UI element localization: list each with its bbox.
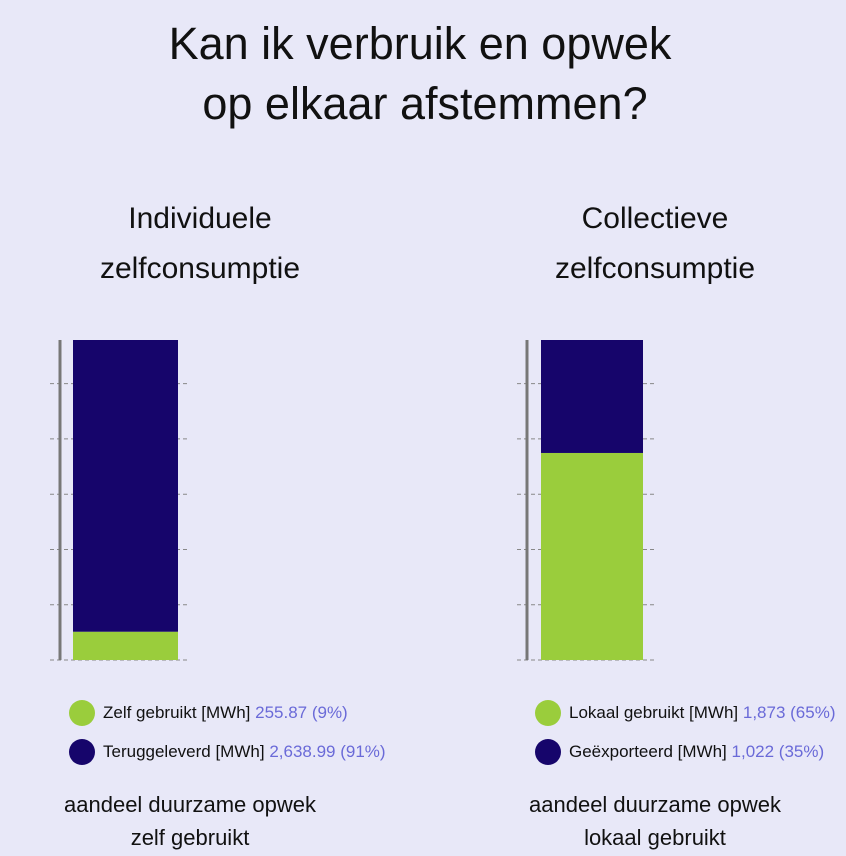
legend-name: Lokaal gebruikt [MWh] [569, 703, 738, 722]
legend-name: Geëxporteerd [MWh] [569, 742, 727, 761]
bar-segment [541, 340, 643, 453]
legend-swatch [535, 700, 561, 726]
legend-value: 1,873 (65%) [743, 703, 836, 722]
x-axis-label: aandeel duurzame opwek [64, 792, 317, 817]
legend-entry: Teruggeleverd [MWh] 2,638.99 (91%) [103, 742, 386, 761]
legend-value: 2,638.99 (91%) [269, 742, 385, 761]
legend-value: 255.87 (9%) [255, 703, 348, 722]
bar-segment [73, 340, 178, 632]
legend-entry: Geëxporteerd [MWh] 1,022 (35%) [569, 742, 824, 761]
chart-title: Collectieve [582, 202, 729, 235]
legend-swatch [535, 739, 561, 765]
legend-swatch [69, 739, 95, 765]
legend-name: Teruggeleverd [MWh] [103, 742, 265, 761]
chart-title: Individuele [128, 202, 271, 235]
bar-segment [73, 631, 178, 660]
legend-entry: Lokaal gebruikt [MWh] 1,873 (65%) [569, 703, 836, 722]
legend-entry: Zelf gebruikt [MWh] 255.87 (9%) [103, 703, 348, 722]
x-axis-label: aandeel duurzame opwek [529, 792, 782, 817]
page-title: Kan ik verbruik en opwek [169, 18, 672, 69]
legend-name: Zelf gebruikt [MWh] [103, 703, 250, 722]
chart-title: zelfconsumptie [555, 252, 755, 285]
bar-segment [541, 452, 643, 660]
chart-title: zelfconsumptie [100, 252, 300, 285]
legend-value: 1,022 (35%) [732, 742, 825, 761]
x-axis-label: lokaal gebruikt [584, 825, 726, 850]
x-axis-label: zelf gebruikt [131, 825, 250, 850]
legend-swatch [69, 700, 95, 726]
page-title: op elkaar afstemmen? [202, 78, 647, 129]
